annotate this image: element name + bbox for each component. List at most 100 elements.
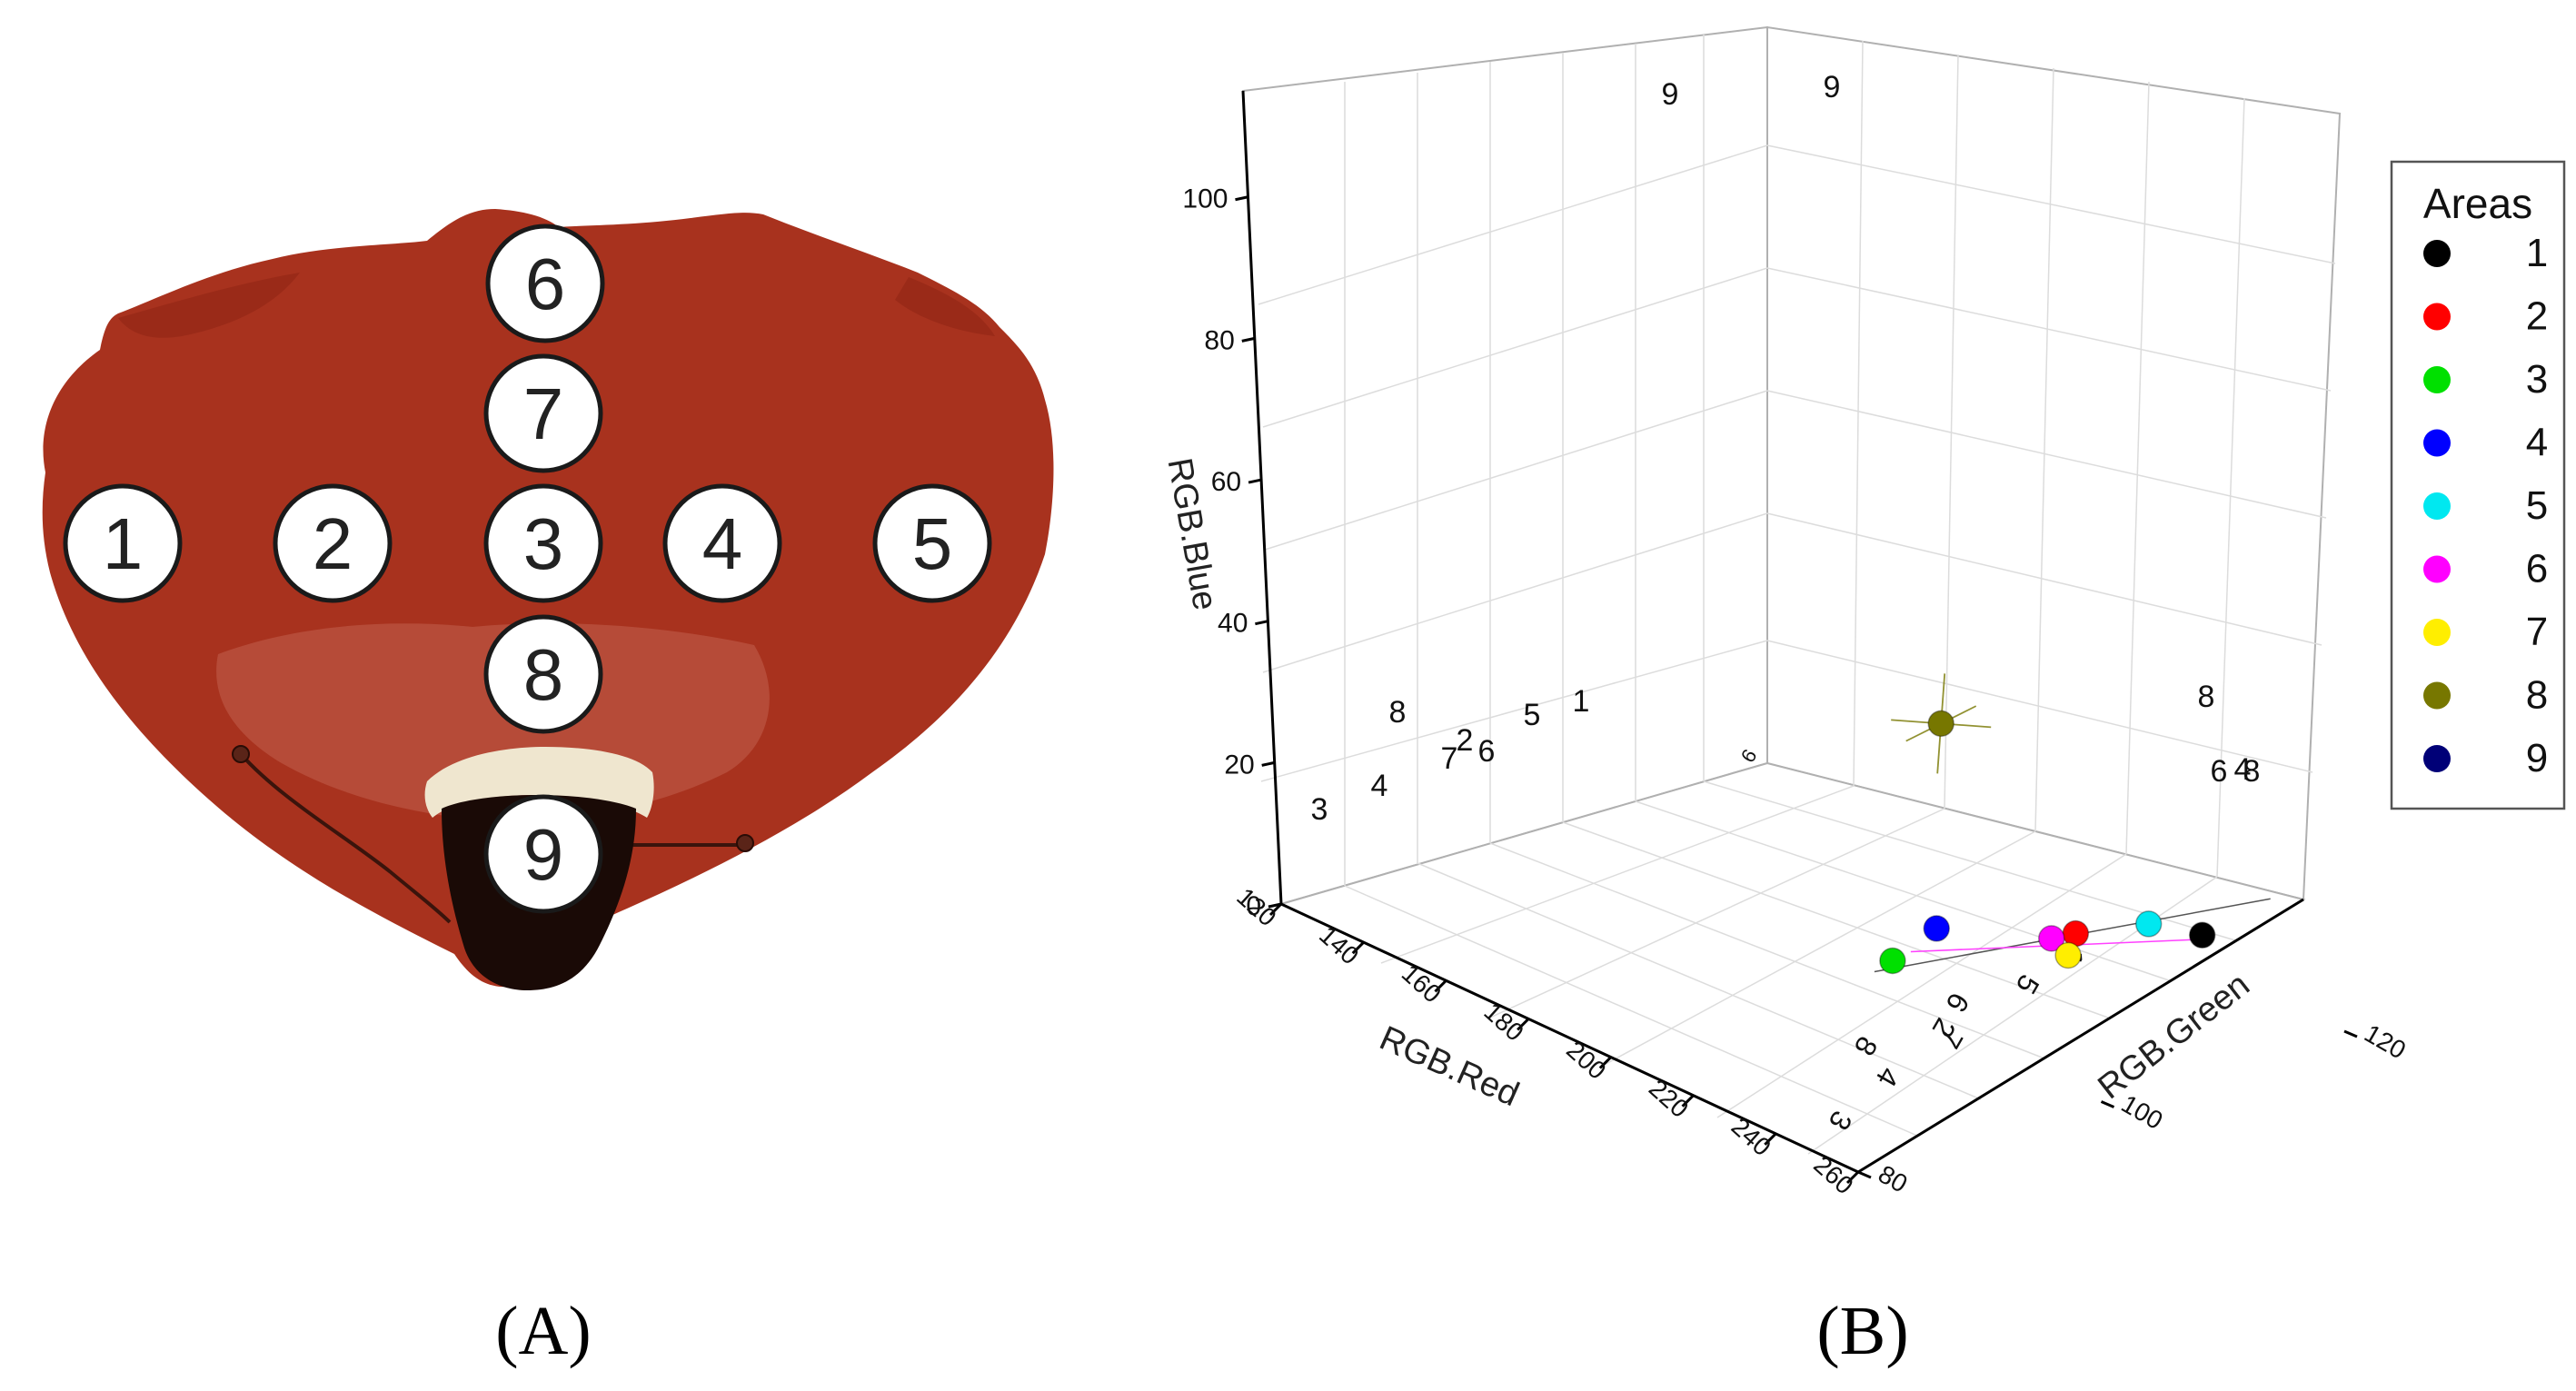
legend-label-1: 1 <box>2526 231 2548 275</box>
area-marker-4: 4 <box>662 483 782 603</box>
left-wall-projection-labels: 3 4 8 7 2 6 5 1 <box>1311 684 1590 827</box>
panel-b-caption: (B) <box>1816 1293 1908 1369</box>
x-tick-mark <box>1351 941 1365 955</box>
legend-swatch-4 <box>2423 429 2451 457</box>
x-tick-mark <box>1517 1018 1530 1031</box>
legend-title: Areas <box>2423 180 2532 227</box>
projection-label: 4 <box>2234 752 2252 787</box>
projection-label: 8 <box>2243 754 2261 789</box>
point-label: 9 <box>1824 70 1841 104</box>
z-tick-mark <box>1255 620 1268 626</box>
data-points <box>1874 673 2271 975</box>
legend-label-6: 6 <box>2526 547 2548 591</box>
z-tick-mark <box>1235 195 1248 202</box>
x-tick-mark <box>1434 979 1447 993</box>
area-marker-label: 2 <box>313 503 353 584</box>
y-tick-label: 80 <box>1874 1159 1912 1197</box>
panel-a-petal-image: 6 7 1 2 3 4 5 8 <box>42 209 1054 990</box>
vein-line <box>239 752 452 924</box>
right-wall-projection-labels: 8 6 4 8 <box>2198 680 2261 789</box>
legend-swatch-7 <box>2423 619 2451 646</box>
area-marker-9: 9 <box>483 794 603 914</box>
area-marker-label: 3 <box>523 503 564 584</box>
data-point-area-5 <box>2134 910 2163 938</box>
area-marker-label: 9 <box>523 814 564 895</box>
left-wall <box>1241 25 1768 906</box>
legend-box <box>2390 160 2566 810</box>
legend-swatch-2 <box>2423 303 2451 331</box>
data-point-area-6 <box>2037 925 2065 952</box>
area-marker-5: 5 <box>872 483 992 603</box>
legend-label-2: 2 <box>2526 294 2548 339</box>
data-point-area-4 <box>1923 915 1951 942</box>
z-tick-mark <box>1241 336 1256 343</box>
z-tick-label: 20 <box>1224 750 1254 780</box>
x-tick-mark <box>1764 1132 1777 1146</box>
projection-label: 5 <box>1524 698 1541 732</box>
data-point-area-7 <box>2054 941 2082 969</box>
projection-label: 8 <box>2198 680 2215 714</box>
x-axis-line <box>1280 902 1859 1174</box>
data-point-area-8 <box>1927 710 1954 738</box>
gridlines <box>1258 35 2336 1155</box>
area-marker-label: 6 <box>525 243 566 324</box>
point-label: 9 <box>1662 77 1679 112</box>
area-marker-label: 4 <box>702 503 743 584</box>
z-tick-mark <box>1261 760 1276 767</box>
legend-label-8: 8 <box>2526 673 2548 718</box>
z-tick-label: 0 <box>1246 891 1261 921</box>
area-marker-label: 8 <box>523 634 564 715</box>
legend-swatch-8 <box>2423 681 2451 710</box>
data-point-area-3 <box>1879 947 1906 975</box>
legend-label-9: 9 <box>2526 736 2548 780</box>
z-tick-label: 80 <box>1204 325 1234 355</box>
y-axis-line <box>1857 898 2304 1174</box>
x-tick-mark <box>1845 1170 1860 1185</box>
x-tick-mark <box>1681 1094 1695 1108</box>
legend-swatch-6 <box>2423 555 2451 583</box>
y-tick-label: 120 <box>2360 1018 2411 1064</box>
vein-dot <box>736 834 754 852</box>
z-tick-label: 40 <box>1218 609 1248 639</box>
area-marker-1: 1 <box>63 483 183 603</box>
area-marker-3: 3 <box>483 483 603 603</box>
y-tick-mark <box>1857 1170 1872 1179</box>
projection-label: 7 <box>1441 741 1458 776</box>
projection-label: 6 <box>1478 734 1496 769</box>
x-tick-mark <box>1598 1056 1612 1069</box>
z-tick-mark <box>1248 478 1262 484</box>
y-tick-mark <box>2100 1100 2115 1108</box>
area-marker-label: 1 <box>103 503 144 584</box>
projection-label: 3 <box>1311 792 1328 827</box>
z-axis-line <box>1241 90 1283 905</box>
area-marker-2: 2 <box>273 483 393 603</box>
area-marker-6: 6 <box>485 224 605 343</box>
projection-label: 4 <box>1371 769 1388 803</box>
data-point-area-1 <box>2188 921 2216 949</box>
area-marker-8: 8 <box>483 614 603 734</box>
vein-dot <box>232 745 250 763</box>
area-marker-7: 7 <box>483 353 603 473</box>
petal-fold-shadow <box>895 277 995 336</box>
z-tick-label: 100 <box>1182 184 1228 214</box>
projection-label: 2 <box>1457 723 1474 758</box>
legend-label-7: 7 <box>2526 610 2548 654</box>
area-marker-label: 5 <box>912 503 953 584</box>
legend-label-4: 4 <box>2526 421 2548 465</box>
y-tick-mark <box>2343 1029 2358 1038</box>
legend-items: 1 2 3 4 5 6 7 8 9 <box>2423 231 2548 780</box>
legend-swatch-3 <box>2423 366 2451 393</box>
x-tick-mark <box>1268 902 1283 917</box>
legend-label-5: 5 <box>2526 483 2548 528</box>
legend-swatch-5 <box>2423 492 2451 520</box>
panel-a-caption: (A) <box>495 1293 592 1369</box>
legend: Areas 1 2 3 4 5 6 7 8 9 <box>2390 160 2566 810</box>
x-tick-label: 120 <box>1231 882 1281 931</box>
legend-swatch-9 <box>2423 745 2451 772</box>
area-marker-label: 7 <box>523 373 564 454</box>
legend-swatch-1 <box>2423 240 2451 267</box>
projection-label: 1 <box>1573 684 1590 719</box>
z-tick-label: 60 <box>1211 467 1241 497</box>
